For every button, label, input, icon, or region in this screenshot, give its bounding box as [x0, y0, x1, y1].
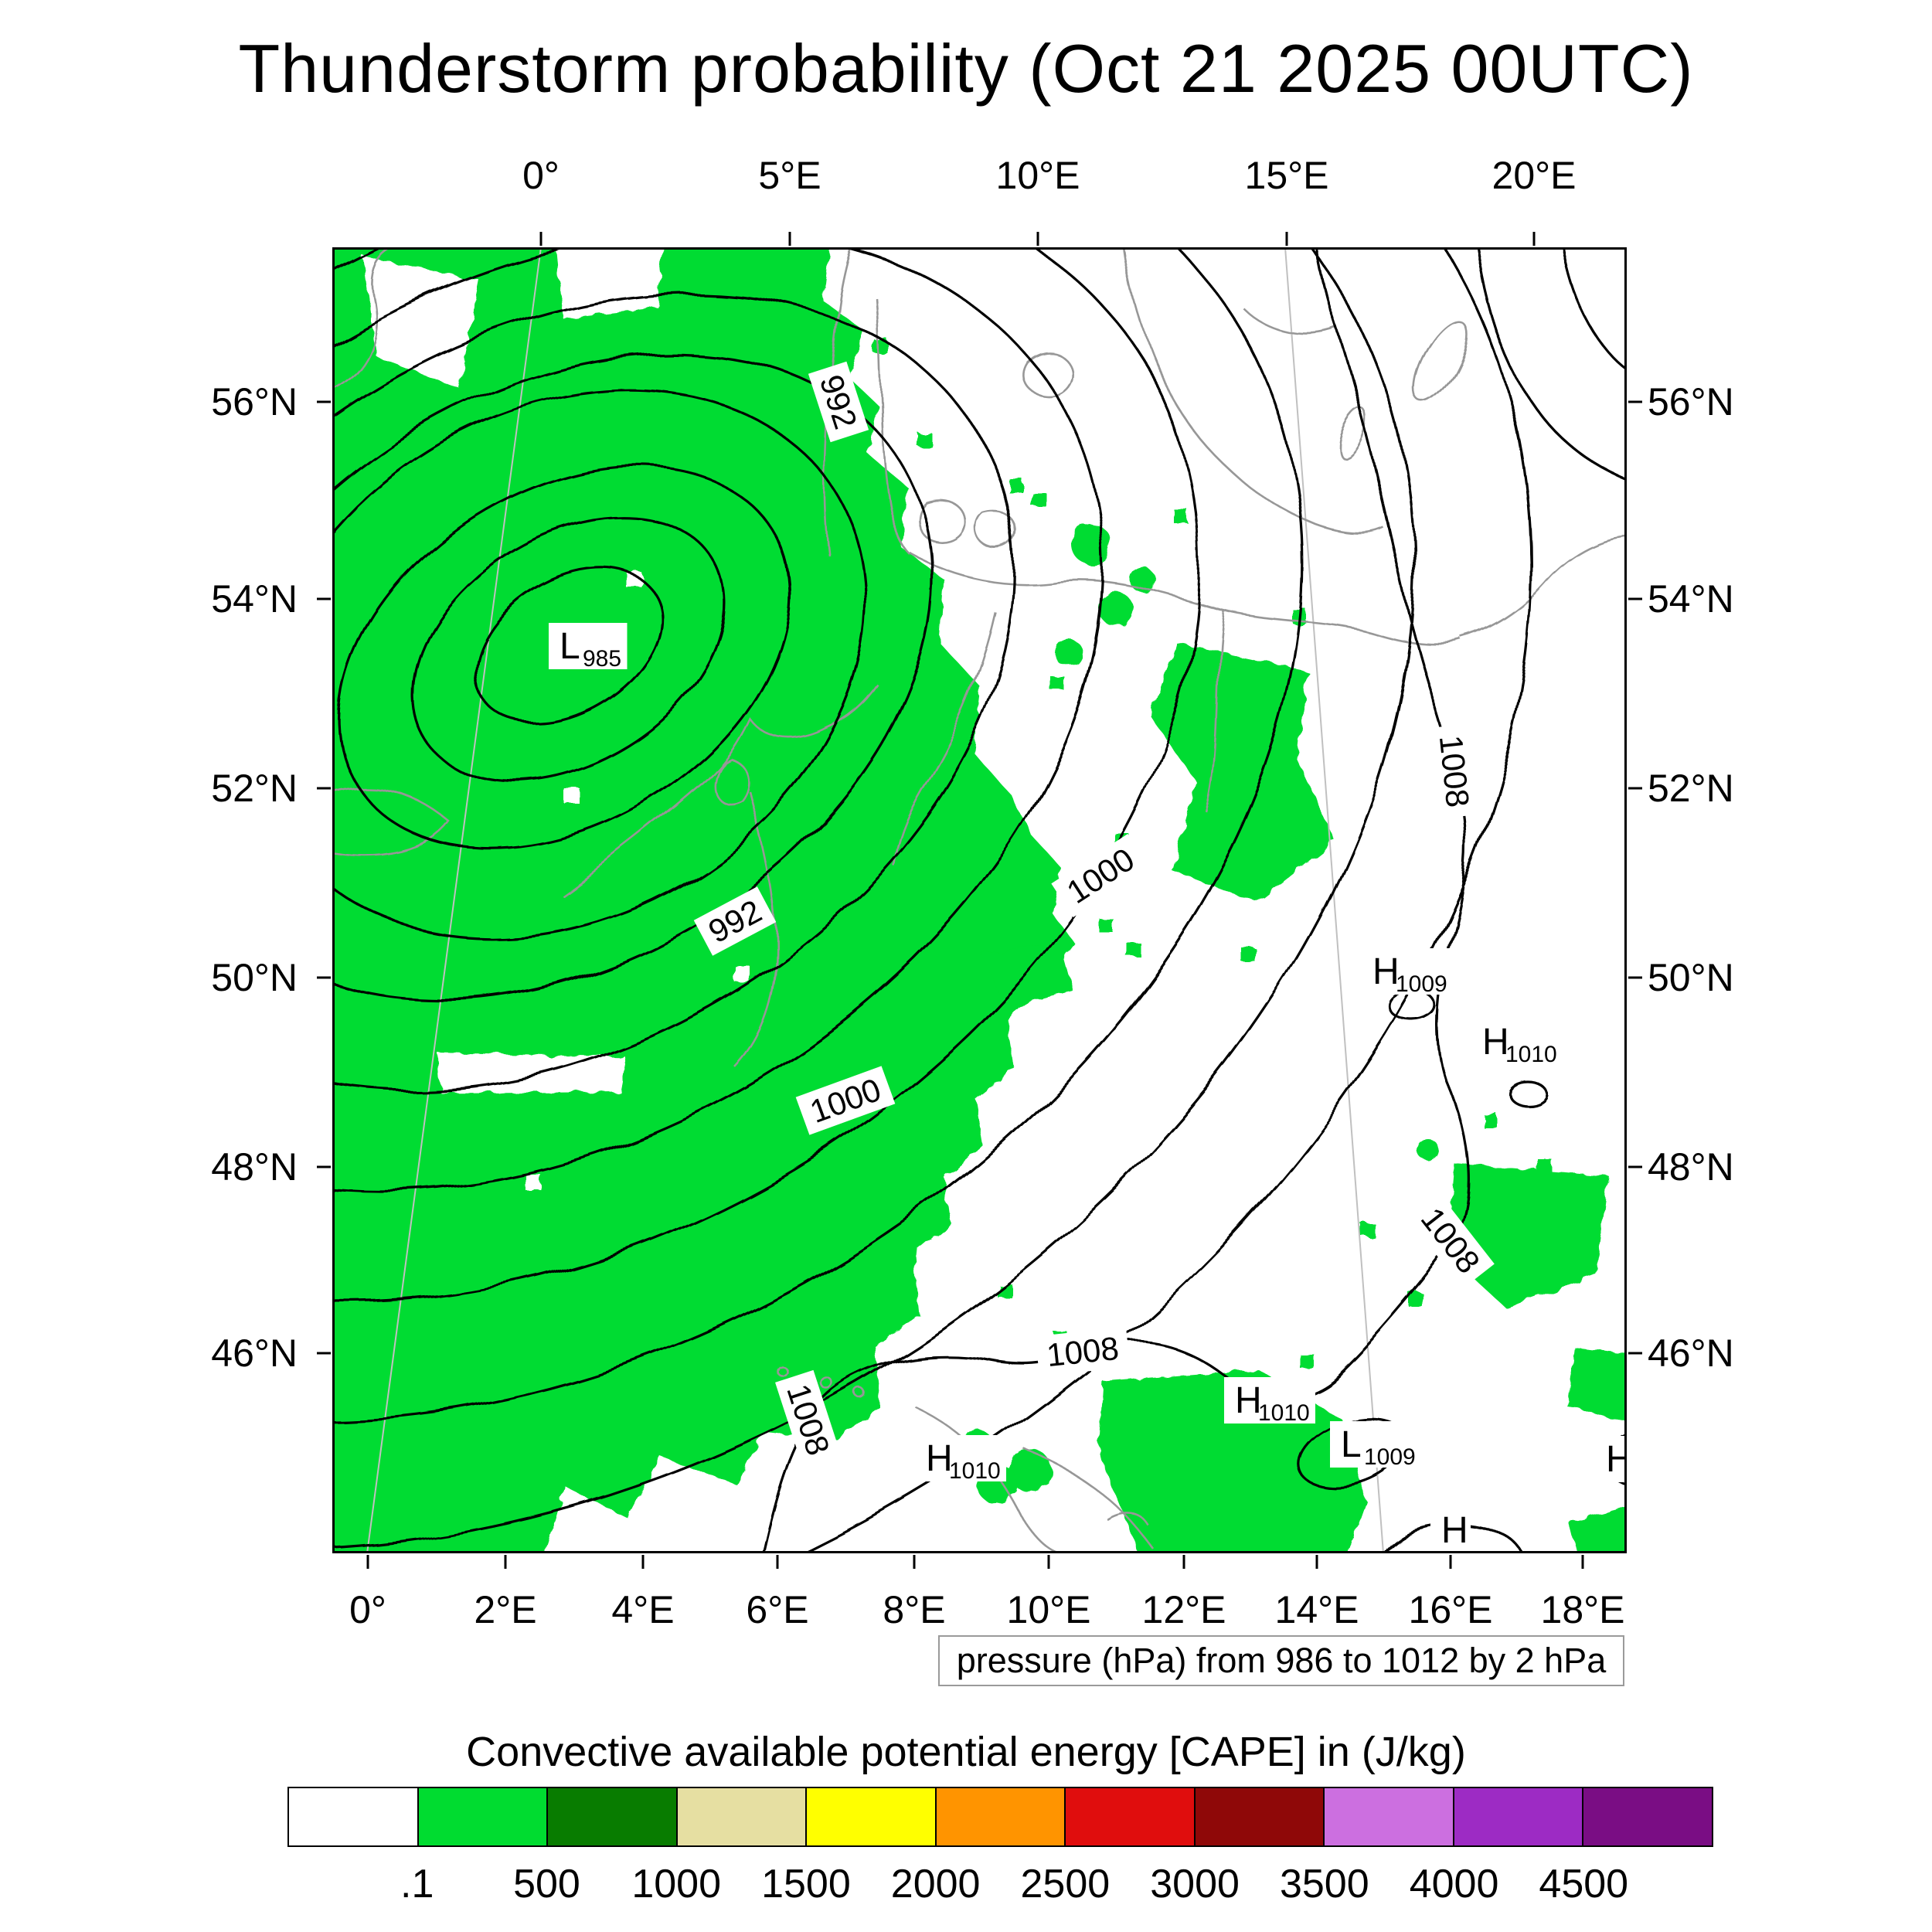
tick-label-right: 54°N	[1648, 577, 1734, 621]
svg-text:H: H	[1441, 1510, 1468, 1551]
cape-hole-west	[437, 1053, 626, 1093]
tick-label-bottom: 18°E	[1540, 1588, 1625, 1631]
colorbar-tick-label: 3500	[1279, 1862, 1369, 1906]
svg-text:L: L	[1341, 1424, 1362, 1465]
colorbar-tick-label: .1	[400, 1862, 434, 1906]
colorbar-cell	[287, 1787, 419, 1847]
colorbar-cell	[1323, 1787, 1454, 1847]
tick-label-bottom: 16°E	[1408, 1588, 1493, 1631]
cape-region-right-edge	[1567, 1348, 1627, 1423]
colorbar-cell	[1064, 1787, 1196, 1847]
svg-text:1010: 1010	[1258, 1400, 1310, 1426]
tick-label-right: 56°N	[1648, 380, 1734, 423]
cape-shading	[332, 247, 1627, 1553]
tick-label-bottom: 10°E	[1006, 1588, 1091, 1631]
svg-text:H: H	[1235, 1380, 1262, 1421]
axis-ticks	[317, 232, 1642, 1569]
tick-label-top: 15°E	[1244, 154, 1329, 197]
svg-text:L: L	[560, 626, 580, 667]
cape-region-main	[332, 247, 1076, 1553]
svg-text:985: 985	[583, 646, 621, 672]
tick-label-bottom: 0°	[349, 1588, 386, 1631]
colorbar-cell	[1582, 1787, 1714, 1847]
colorbar-tick-label: 2000	[890, 1862, 981, 1906]
contour-label: 1008	[1035, 1326, 1131, 1377]
colorbar-cell	[1452, 1787, 1584, 1847]
svg-text:H: H	[1372, 951, 1400, 992]
svg-text:1010: 1010	[1505, 1042, 1557, 1067]
colorbar-tick-label: 4000	[1409, 1862, 1499, 1906]
tick-label-left: 48°N	[211, 1145, 298, 1189]
pressure-center-label: L 1009	[1330, 1421, 1421, 1470]
tick-label-right: 46°N	[1648, 1332, 1734, 1375]
svg-text:H: H	[926, 1438, 953, 1479]
tick-label-right: 50°N	[1648, 956, 1734, 999]
tick-label-left: 50°N	[211, 956, 298, 999]
colorbar	[287, 1787, 1714, 1847]
colorbar-cell	[805, 1787, 937, 1847]
colorbar-tick-label: 1500	[761, 1862, 851, 1906]
colorbar-tick-label: 3000	[1150, 1862, 1240, 1906]
svg-text:1008: 1008	[1045, 1330, 1121, 1374]
tick-label-left: 46°N	[211, 1332, 298, 1375]
svg-text:1009: 1009	[1364, 1444, 1416, 1470]
cape-region-southeast	[1447, 1164, 1609, 1308]
tick-label-bottom: 4°E	[611, 1588, 675, 1631]
pressure-center-label: L 985	[549, 623, 628, 672]
tick-label-bottom: 14°E	[1274, 1588, 1359, 1631]
coastlines	[332, 247, 1627, 1553]
tick-label-bottom: 6°E	[746, 1588, 809, 1631]
colorbar-cell	[1193, 1787, 1325, 1847]
svg-text:1009: 1009	[1396, 971, 1447, 997]
chart-title: Thunderstorm probability (Oct 21 2025 00…	[238, 30, 1694, 107]
cape-region-east	[1150, 643, 1335, 903]
svg-text:1008: 1008	[1433, 733, 1477, 809]
svg-text:1010: 1010	[949, 1458, 1001, 1484]
graticule	[366, 247, 1384, 1553]
tick-label-bottom: 8°E	[883, 1588, 946, 1631]
colorbar-tick-label: 1000	[631, 1862, 722, 1906]
svg-text:H: H	[1482, 1022, 1509, 1063]
tick-label-bottom: 12°E	[1141, 1588, 1226, 1631]
contour-label: 1008	[1429, 723, 1480, 819]
pressure-caption: pressure (hPa) from 986 to 1012 by 2 hPa	[938, 1635, 1624, 1686]
map-frame	[332, 247, 1627, 1553]
colorbar-tick-label: 2500	[1020, 1862, 1111, 1906]
tick-label-top: 5°E	[758, 154, 821, 197]
pressure-center-label: H	[1430, 1507, 1471, 1553]
cape-region-corner	[1569, 1507, 1627, 1553]
tick-label-left: 52°N	[211, 767, 298, 810]
colorbar-cell	[546, 1787, 678, 1847]
colorbar-cell	[417, 1787, 549, 1847]
tick-label-bottom: 2°E	[474, 1588, 537, 1631]
tick-label-right: 48°N	[1648, 1145, 1734, 1189]
colorbar-cell	[934, 1787, 1066, 1847]
tick-label-left: 56°N	[211, 380, 298, 423]
colorbar-title: Convective available potential energy [C…	[466, 1729, 1466, 1775]
tick-label-right: 52°N	[1648, 767, 1734, 810]
colorbar-cell	[675, 1787, 808, 1847]
svg-text:H: H	[1606, 1439, 1633, 1480]
cape-hole-northwest	[363, 257, 481, 388]
tick-label-top: 10°E	[995, 154, 1080, 197]
colorbar-tick-label: 4500	[1539, 1862, 1629, 1906]
colorbar-tick-label: 500	[513, 1862, 580, 1906]
tick-label-left: 54°N	[211, 577, 298, 621]
pressure-center-label: H	[1595, 1436, 1633, 1482]
tick-label-top: 20°E	[1492, 154, 1577, 197]
tick-label-top: 0°	[522, 154, 560, 197]
contour-label: 1000	[1051, 834, 1150, 917]
